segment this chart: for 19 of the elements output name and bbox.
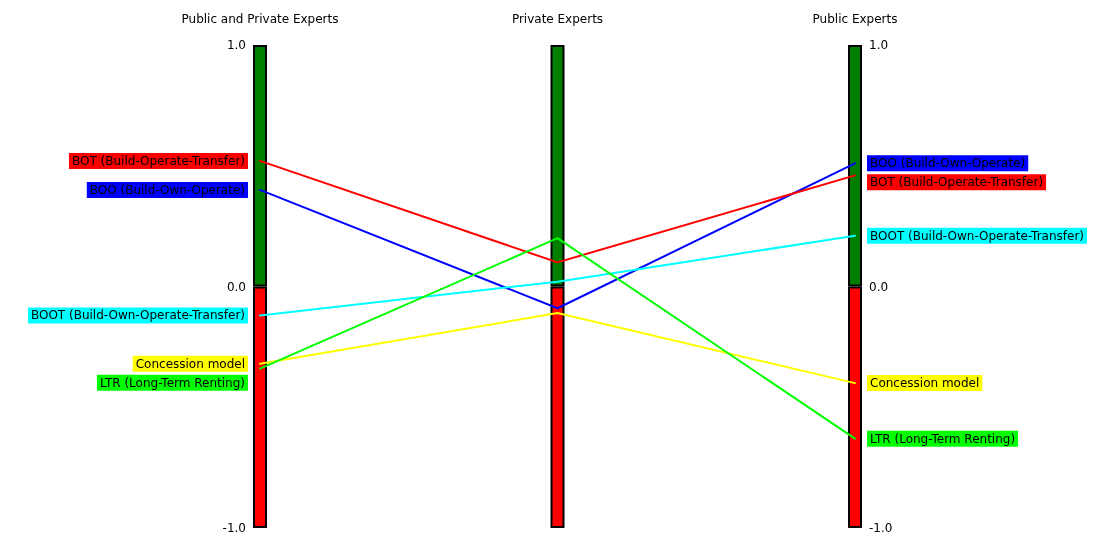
y-tick-label: 1.0 bbox=[226, 38, 246, 52]
x-tick-label: Public and Private Experts bbox=[181, 12, 339, 26]
y2-tick-label: 1.0 bbox=[869, 38, 889, 52]
y-tick-label: 0.0 bbox=[226, 279, 246, 294]
y2-tick-label: -1.0 bbox=[869, 521, 893, 535]
text: BOOT (Build-Own-Operate-Transfer) bbox=[870, 228, 1085, 243]
series-label: LTR (Long-Term Renting) bbox=[870, 431, 1016, 446]
text: LTR (Long-Term Renting) bbox=[99, 375, 245, 390]
y2-tick-label: 0.0 bbox=[869, 279, 889, 294]
series-label: BOOT (Build-Own-Operate-Transfer) bbox=[30, 308, 245, 323]
text: BOT (Build-Operate-Transfer) bbox=[870, 175, 1044, 190]
x-tick-label: Private Experts bbox=[511, 12, 604, 26]
x-tick-label: Public Experts bbox=[812, 12, 898, 26]
series-label: BOT (Build-Operate-Transfer) bbox=[71, 153, 245, 168]
y-tick-label: -1.0 bbox=[222, 521, 246, 535]
text: BOO (Build-Own-Operate) bbox=[870, 156, 1026, 171]
text: Concession model bbox=[870, 376, 980, 391]
series-label: BOO (Build-Own-Operate) bbox=[89, 182, 245, 197]
series-label: Concession model bbox=[135, 356, 245, 371]
